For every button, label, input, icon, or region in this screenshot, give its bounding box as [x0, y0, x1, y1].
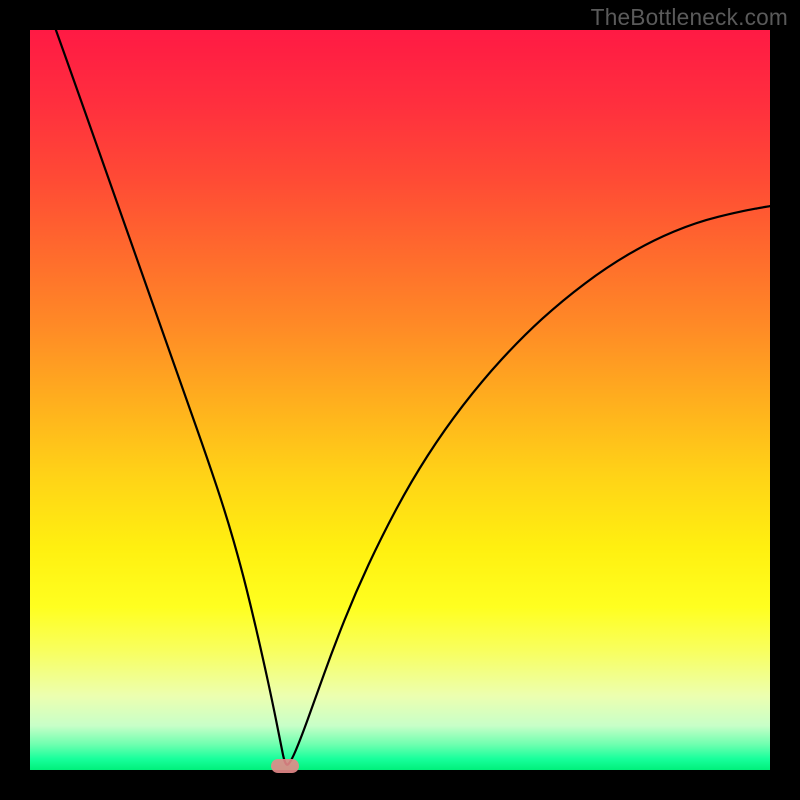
curve-path — [56, 30, 770, 765]
bottleneck-curve — [30, 30, 770, 770]
watermark-text: TheBottleneck.com — [591, 4, 788, 31]
plot-area — [30, 30, 770, 770]
chart-frame: TheBottleneck.com — [0, 0, 800, 800]
minimum-marker — [271, 759, 299, 773]
